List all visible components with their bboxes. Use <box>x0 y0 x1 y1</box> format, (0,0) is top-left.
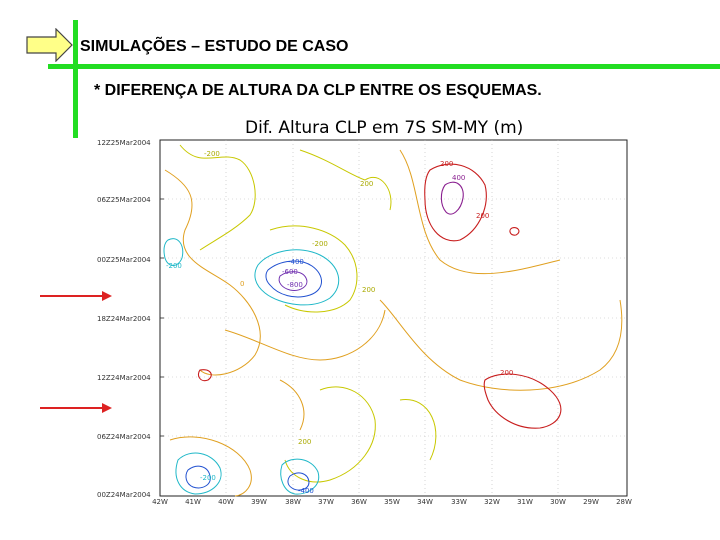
x-tick-label: 36W <box>351 498 367 506</box>
contour-line-blue-400 <box>287 472 310 491</box>
contour-label: -200 <box>204 150 220 158</box>
pointer-arrow-icon <box>40 291 112 301</box>
contour-label: 200 <box>362 286 376 294</box>
contour-line-0 <box>164 169 261 376</box>
contour-line-200 <box>399 399 437 461</box>
x-tick-label: 41W <box>185 498 201 506</box>
x-tick-label: 37W <box>318 498 334 506</box>
x-tick-label: 30W <box>550 498 566 506</box>
contour-line-blue-400 <box>185 465 211 489</box>
contour-label: -400 <box>298 487 314 495</box>
x-tick-label: 35W <box>384 498 400 506</box>
contour-line-cyan-200 <box>175 452 222 495</box>
y-tick-label: 00Z24Mar2004 <box>97 491 151 499</box>
slide-title: SIMULAÇÕES – ESTUDO DE CASO <box>80 38 349 55</box>
contour-label: 200 <box>440 160 454 168</box>
contour-line-200 <box>269 225 358 313</box>
x-tick-label: 31W <box>517 498 533 506</box>
y-tick-label: 00Z25Mar2004 <box>97 256 151 264</box>
contour-line-red-200 <box>197 369 212 382</box>
pointer-arrow-icon <box>40 403 112 413</box>
y-tick-label: 06Z24Mar2004 <box>97 433 151 441</box>
contour-line-blue-400 <box>265 260 322 298</box>
x-tick-label: 42W <box>152 498 168 506</box>
y-tick-label: 06Z25Mar2004 <box>97 196 151 204</box>
slide-subtitle: * DIFERENÇA DE ALTURA DA CLP ENTRE OS ES… <box>94 82 542 99</box>
contour-line-0 <box>379 299 623 391</box>
y-tick-label: 18Z24Mar2004 <box>97 315 151 323</box>
contour-label: -600 <box>282 268 298 276</box>
contour-line-red-200 <box>424 163 487 242</box>
contour-line-purple-800 <box>278 271 308 291</box>
contour-label: 0 <box>240 280 245 288</box>
contour-line-red-200 <box>509 227 520 236</box>
x-tick-label: 38W <box>285 498 301 506</box>
contour-label: -200 <box>312 240 328 248</box>
contour-label: -200 <box>166 262 182 270</box>
contour-line-0 <box>279 379 305 431</box>
y-tick-label: 12Z25Mar2004 <box>97 139 151 147</box>
contour-label: 400 <box>452 174 466 182</box>
block-arrow-icon <box>26 28 73 62</box>
x-tick-label: 28W <box>616 498 632 506</box>
contour-line-cyan-200 <box>254 249 340 306</box>
contour-line-purple-400 <box>440 181 464 215</box>
x-tick-label: 40W <box>218 498 234 506</box>
x-tick-label: 29W <box>583 498 599 506</box>
contour-line-0 <box>399 149 561 275</box>
contour-label: 200 <box>476 212 490 220</box>
x-tick-label: 32W <box>484 498 500 506</box>
contour-line-cyan-200 <box>163 238 184 266</box>
x-tick-label: 39W <box>251 498 267 506</box>
contour-line-200 <box>284 386 376 483</box>
contour-label: -200 <box>200 474 216 482</box>
figure-title: Dif. Altura CLP em 7S SM-MY (m) <box>245 118 524 138</box>
contour-line-0 <box>224 309 386 361</box>
contour-label: 200 <box>298 438 312 446</box>
contour-line-200 <box>179 144 256 251</box>
contour-label: 200 <box>500 369 514 377</box>
contour-line-200 <box>299 149 392 211</box>
plot-grid <box>160 140 627 496</box>
x-tick-label: 34W <box>417 498 433 506</box>
contour-label: 200 <box>360 180 374 188</box>
accent-horizontal-bar <box>48 64 720 69</box>
contour-label: -800 <box>287 281 303 289</box>
contour-line-cyan-200 <box>280 458 320 495</box>
x-tick-label: 33W <box>451 498 467 506</box>
contour-line-0 <box>169 436 252 497</box>
y-tick-label: 12Z24Mar2004 <box>97 374 151 382</box>
contour-line-red-200 <box>483 373 562 429</box>
contour-label: -400 <box>288 258 304 266</box>
accent-vertical-bar <box>73 20 78 138</box>
